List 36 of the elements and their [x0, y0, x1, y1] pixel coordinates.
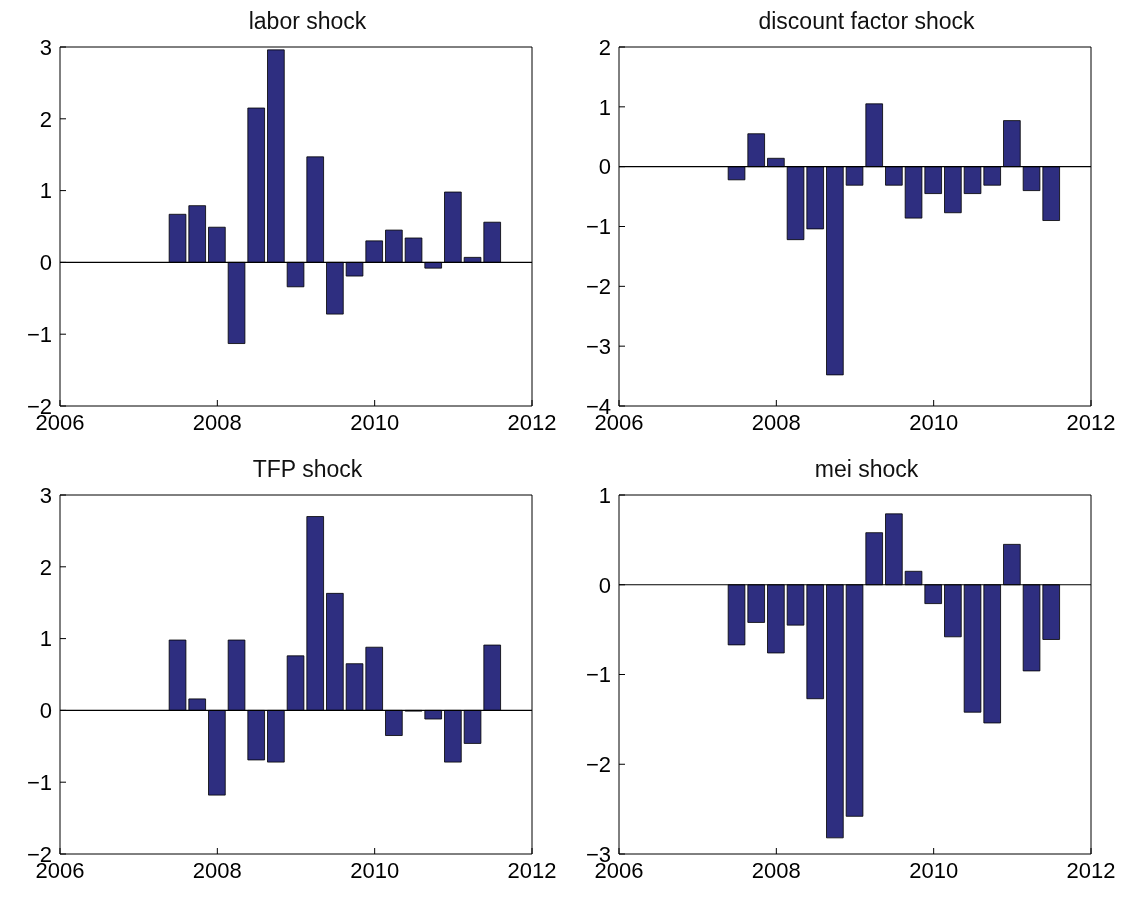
y-tick-label: −3 — [585, 333, 611, 359]
x-tick-label: 2012 — [1066, 857, 1116, 883]
y-tick-label: 0 — [598, 572, 611, 598]
y-tick-label: −1 — [26, 770, 52, 796]
x-tick-label: 2008 — [751, 409, 801, 435]
y-tick-label: 1 — [598, 482, 611, 508]
x-tick-label: 2008 — [751, 857, 801, 883]
y-tick-label: 1 — [39, 626, 52, 652]
y-tick-label: 0 — [39, 698, 52, 724]
y-tick-label: −1 — [585, 214, 611, 240]
chart-title: TFP shock — [252, 456, 363, 482]
y-tick-label: 0 — [39, 250, 52, 276]
y-tick-label: −2 — [585, 752, 611, 778]
x-tick-label: 2010 — [350, 857, 400, 883]
x-tick-label: 2012 — [507, 409, 557, 435]
y-tick-label: 0 — [598, 154, 611, 180]
x-tick-label: 2010 — [909, 409, 959, 435]
chart-title: mei shock — [814, 456, 919, 482]
y-tick-label: 3 — [39, 482, 52, 508]
y-tick-label: −1 — [26, 322, 52, 348]
chart-title: labor shock — [248, 8, 367, 34]
y-tick-label: −2 — [585, 274, 611, 300]
y-tick-label: 2 — [598, 34, 611, 60]
x-tick-label: 2008 — [192, 857, 242, 883]
y-tick-label: 1 — [598, 94, 611, 120]
x-tick-label: 2008 — [192, 409, 242, 435]
y-tick-label: 2 — [39, 554, 52, 580]
y-tick-label: 2 — [39, 106, 52, 132]
x-tick-label: 2010 — [909, 857, 959, 883]
x-tick-label: 2012 — [507, 857, 557, 883]
y-tick-label: 3 — [39, 34, 52, 60]
x-tick-label: 2012 — [1066, 409, 1116, 435]
x-tick-label: 2010 — [350, 409, 400, 435]
y-tick-label: −1 — [585, 662, 611, 688]
chart-title: discount factor shock — [758, 8, 975, 34]
y-tick-label: 1 — [39, 178, 52, 204]
